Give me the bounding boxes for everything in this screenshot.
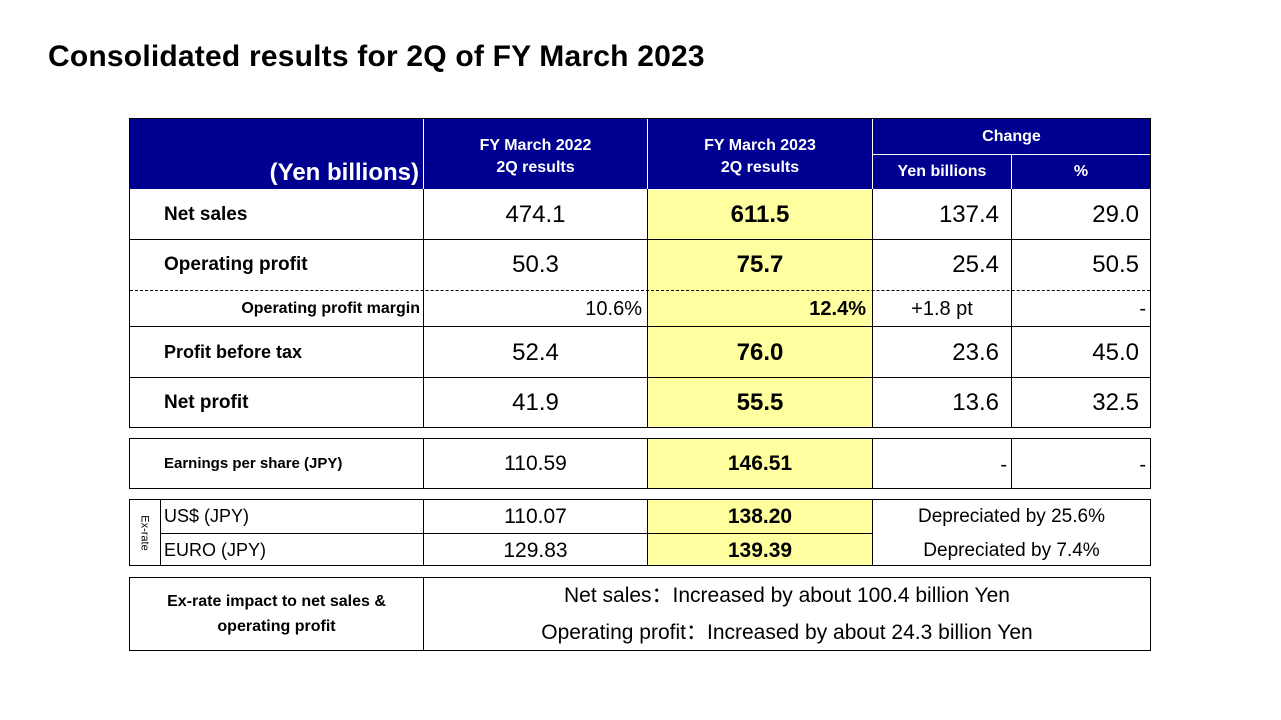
exrate-euro-curr: 139.39: [727, 538, 793, 562]
impact-label-line2: operating profit: [217, 618, 336, 635]
impact-line1: Net sales：Increased by about 100.4 billi…: [564, 584, 1010, 607]
eps-pct: -: [1139, 454, 1146, 476]
exrate-usd-label: US$ (JPY): [164, 506, 250, 526]
row-pbt-pct: 45.0: [1092, 338, 1139, 366]
row-net-sales-pct: 29.0: [1092, 200, 1139, 228]
header-change-pct-label: %: [1073, 163, 1089, 180]
row-op-margin-curr: 12.4%: [809, 297, 866, 320]
header-change: Change: [873, 119, 1150, 154]
header-change-yen-label: Yen billions: [897, 163, 987, 180]
exrate-euro-label: EURO (JPY): [164, 540, 267, 560]
header-curr-line1: FY March 2023: [704, 137, 816, 154]
header-unit-cell: (Yen billions): [130, 119, 423, 189]
impact-label-line1: Ex-rate impact to net sales &: [167, 593, 386, 610]
row-op-profit-pct: 50.5: [1092, 251, 1139, 278]
eps-label: Earnings per share (JPY): [164, 455, 343, 472]
header-change-yen: Yen billions: [873, 155, 1011, 189]
exrate-euro-prev: 129.83: [503, 538, 568, 562]
page-title: Consolidated results for 2Q of FY March …: [48, 40, 705, 73]
row-net-sales-curr: 611.5: [730, 200, 790, 228]
impact-label: Ex-rate impact to net sales & operating …: [130, 578, 423, 650]
header-change-pct: %: [1012, 155, 1150, 189]
eps-curr: 146.51: [727, 451, 793, 475]
row-op-margin-prev: 10.6%: [585, 297, 642, 320]
exrate-usd-note: Depreciated by 25.6%: [918, 505, 1105, 527]
unit-label: (Yen billions): [269, 159, 419, 186]
row-net-sales-chg: 137.4: [938, 200, 999, 228]
row-op-profit-prev: 50.3: [512, 251, 559, 278]
row-op-profit-label: Operating profit: [164, 254, 308, 275]
eps-prev: 110.59: [504, 451, 567, 475]
header-prev-line2: 2Q results: [496, 159, 575, 176]
impact-line2: Operating profit：Increased by about 24.3…: [541, 621, 1033, 644]
header-change-label: Change: [982, 127, 1041, 145]
header-curr-line2: 2Q results: [720, 159, 800, 176]
exrate-euro-note: Depreciated by 7.4%: [923, 539, 1100, 561]
row-net-profit-curr: 55.5: [736, 388, 784, 416]
row-net-sales-label: Net sales: [164, 203, 248, 225]
exrate-usd-curr: 138.20: [727, 504, 793, 528]
row-op-profit-curr: 75.7: [736, 251, 784, 278]
row-net-profit-prev: 41.9: [512, 388, 559, 416]
row-net-sales-prev: 474.1: [505, 200, 566, 228]
row-op-margin-chg: +1.8 pt: [911, 297, 973, 320]
row-op-profit-chg: 25.4: [952, 251, 999, 278]
row-pbt-curr: 76.0: [736, 338, 784, 366]
eps-chg: -: [1000, 454, 1007, 476]
row-net-profit-chg: 13.6: [952, 388, 999, 416]
exrate-usd-prev: 110.07: [504, 504, 567, 528]
row-net-profit-label: Net profit: [164, 391, 249, 413]
header-curr-col: FY March 2023 2Q results: [648, 119, 872, 189]
row-pbt-chg: 23.6: [952, 338, 999, 366]
header-prev-col: FY March 2022 2Q results: [424, 119, 647, 189]
row-pbt-label: Profit before tax: [164, 342, 303, 362]
row-pbt-prev: 52.4: [512, 338, 559, 366]
impact-detail: Net sales：Increased by about 100.4 billi…: [424, 578, 1150, 650]
row-op-margin-label: Operating profit margin: [241, 300, 420, 317]
header-prev-line1: FY March 2022: [479, 137, 592, 154]
row-op-margin-pct: -: [1139, 297, 1146, 320]
row-net-profit-pct: 32.5: [1092, 388, 1139, 416]
